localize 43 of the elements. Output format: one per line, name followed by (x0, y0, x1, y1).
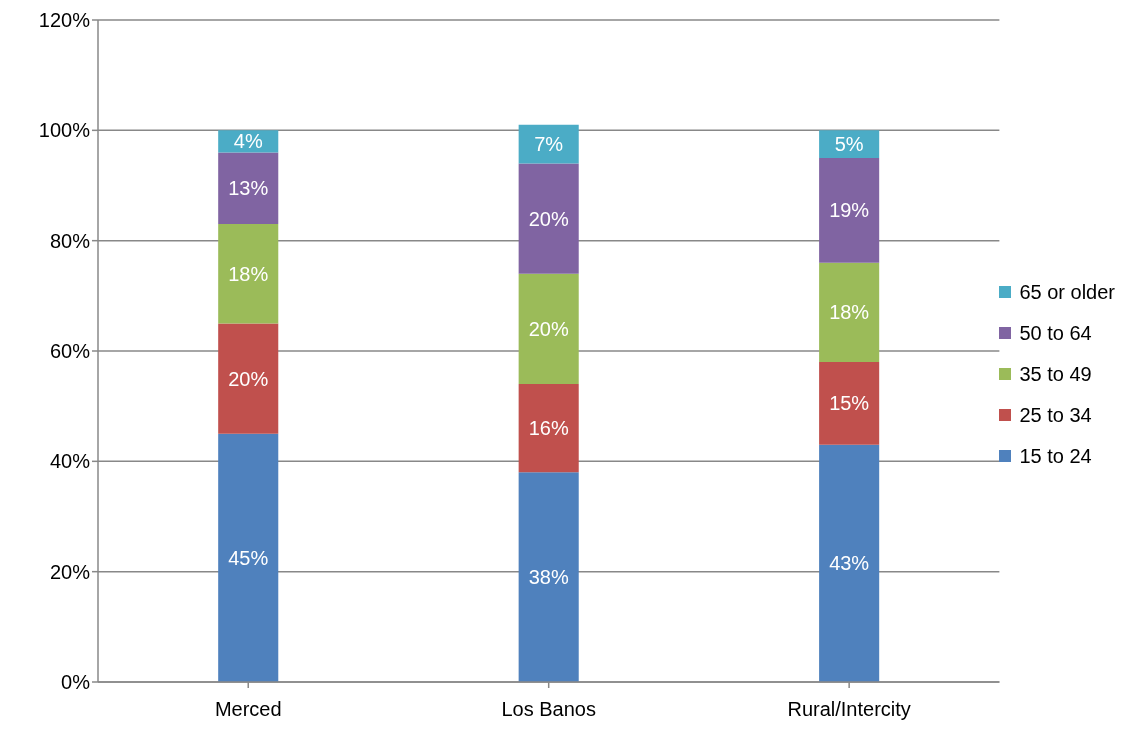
bar (218, 433, 279, 682)
bar (218, 224, 279, 324)
y-tick-label: 40% (49, 450, 91, 473)
data-label: 20% (228, 367, 269, 390)
bar (819, 362, 880, 445)
bar (819, 262, 880, 363)
data-label: 7% (534, 133, 564, 156)
bar (518, 163, 579, 274)
legend-label: 35 to 49 (1019, 362, 1092, 386)
bar (518, 384, 579, 473)
data-label: 16% (528, 417, 569, 440)
bar (518, 273, 579, 385)
bar (218, 152, 279, 225)
x-tick-label: Los Banos (501, 698, 596, 721)
data-label: 20% (528, 207, 569, 230)
y-tick-label: 60% (49, 340, 91, 363)
data-label: 20% (528, 317, 569, 340)
y-tick-label: 100% (38, 119, 91, 142)
y-tick-label: 80% (49, 229, 91, 252)
x-tick-label: Merced (214, 698, 282, 721)
data-label: 45% (228, 546, 269, 569)
bar (819, 444, 880, 682)
y-tick-label: 0% (61, 671, 91, 694)
bar (518, 124, 579, 164)
bar (819, 157, 880, 263)
y-tick-label: 20% (49, 560, 91, 583)
bar (218, 323, 279, 434)
legend-label: 65 or older (1019, 280, 1115, 304)
data-label: 18% (829, 301, 870, 324)
data-label: 15% (829, 392, 870, 415)
data-label: 13% (228, 177, 269, 200)
x-tick-label: Rural/Intercity (787, 698, 911, 721)
legend-label: 25 to 34 (1019, 403, 1092, 427)
data-label: 5% (834, 133, 864, 156)
data-label: 4% (233, 130, 263, 153)
data-label: 38% (528, 566, 569, 589)
bar (518, 472, 579, 682)
legend-label: 50 to 64 (1019, 321, 1092, 345)
legend-label: 15 to 24 (1019, 444, 1092, 468)
data-label: 18% (228, 262, 269, 285)
data-label: 19% (829, 199, 870, 222)
data-label: 43% (829, 552, 870, 575)
y-tick-label: 120% (38, 9, 91, 32)
